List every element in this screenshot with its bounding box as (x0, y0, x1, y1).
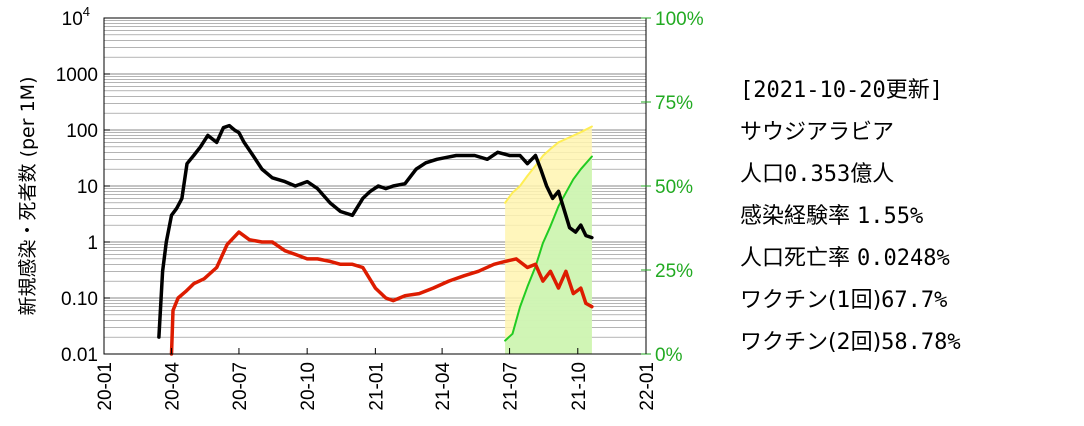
x-tick-label: 21-01 (366, 362, 387, 411)
y-tick-label: 1 (87, 233, 98, 254)
x-tick-label: 20-01 (95, 362, 116, 411)
y-axis-label: 新規感染・死者数 (per 1M) (17, 77, 39, 316)
vax2-value: 58.78% (881, 330, 960, 355)
x-tick-label: 20-10 (298, 362, 319, 411)
vax1-value: 67.7% (881, 288, 947, 313)
vax1-row: ワクチン(1回)67.7% (740, 280, 1070, 322)
y-tick-label: 0.01 (61, 345, 98, 366)
x-tick-label: 22-01 (637, 362, 658, 411)
x-tick-label: 21-04 (433, 362, 454, 411)
infection-value: 1.55% (857, 204, 923, 229)
update-date: [2021-10-20更新] (740, 70, 1070, 112)
vax2-row: ワクチン(2回)58.78% (740, 322, 1070, 364)
y2-tick-label: 25% (655, 261, 693, 282)
y-tick-label: 104 (62, 4, 90, 30)
infection-label: 感染経験率 (740, 204, 850, 229)
x-tick-label: 21-07 (501, 362, 522, 411)
death-label: 人口死亡率 (740, 246, 850, 271)
y-tick-label: 10 (77, 177, 98, 198)
death-row: 人口死亡率 0.0248% (740, 238, 1070, 280)
infection-row: 感染経験率 1.55% (740, 196, 1070, 238)
death-value: 0.0248% (857, 246, 950, 271)
y-tick-label: 1000 (56, 65, 98, 86)
x-tick-label: 20-04 (163, 362, 184, 411)
y-tick-exponent: 4 (83, 4, 90, 19)
y2-tick-label: 50% (655, 177, 693, 198)
chart: 0.01 0.10 1 10 100 1000 104 0% 25% 50% 75% 100% 20-0… (0, 0, 720, 426)
population-value: 0.353億人 (784, 162, 894, 187)
vaccine-fills (505, 127, 592, 355)
population-row: 人口0.353億人 (740, 154, 1070, 196)
country-name: サウジアラビア (740, 112, 1070, 154)
y2-tick-label: 100% (655, 9, 704, 30)
vax2-label: ワクチン(2回) (740, 330, 881, 355)
y2-tick-label: 0% (655, 345, 683, 366)
vax1-label: ワクチン(1回) (740, 288, 881, 313)
info-panel: [2021-10-20更新] サウジアラビア 人口0.353億人 感染経験率 1… (740, 70, 1070, 364)
x-tick-label: 21-10 (569, 362, 590, 411)
population-label: 人口 (740, 162, 784, 187)
y-tick-label: 0.10 (61, 289, 98, 310)
axis-ticks: 0.01 0.10 1 10 100 1000 104 0% 25% 50% 75% 100% 20-0… (56, 4, 704, 411)
y2-tick-label: 75% (655, 93, 693, 114)
x-tick-label: 20-07 (230, 362, 251, 411)
y-tick-label: 100 (66, 121, 98, 142)
